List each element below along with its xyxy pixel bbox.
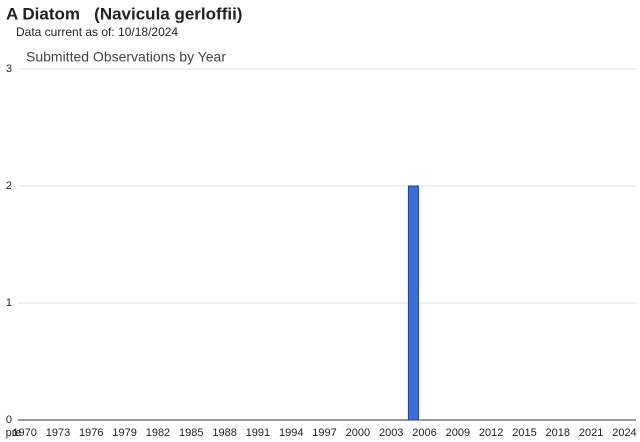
x-tick-label: 2000: [346, 427, 370, 439]
y-tick-label: 3: [6, 63, 12, 75]
page-title: A Diatom (Navicula gerloffii): [6, 4, 242, 23]
y-tick-label: 0: [6, 414, 12, 426]
x-tick-label: 1973: [46, 427, 70, 439]
chart-title: Submitted Observations by Year: [26, 49, 226, 65]
data-note: Data current as of: 10/18/2024: [16, 25, 178, 39]
x-tick-label: 1997: [312, 427, 336, 439]
x-tick-label: 2021: [579, 427, 603, 439]
x-tick-label: 1985: [179, 427, 203, 439]
x-tick-label: 1976: [79, 427, 103, 439]
x-tick-label: 2009: [446, 427, 470, 439]
x-tick-label: 2018: [546, 427, 570, 439]
x-tick-label: 2024: [612, 427, 636, 439]
x-tick-label: 1994: [279, 427, 303, 439]
bar: [407, 185, 419, 421]
x-tick-label: pre: [6, 427, 22, 439]
x-tick-label: 1991: [246, 427, 270, 439]
x-tick-label: 2003: [379, 427, 403, 439]
x-tick-label: 2012: [479, 427, 503, 439]
x-tick-label: 1970: [12, 427, 36, 439]
x-tick-label: 1988: [212, 427, 236, 439]
y-tick-label: 2: [6, 180, 12, 192]
y-tick-label: 1: [6, 297, 12, 309]
x-tick-label: 2006: [412, 427, 436, 439]
x-tick-label: 2015: [512, 427, 536, 439]
x-tick-label: 1979: [112, 427, 136, 439]
x-tick-label: 1982: [146, 427, 170, 439]
